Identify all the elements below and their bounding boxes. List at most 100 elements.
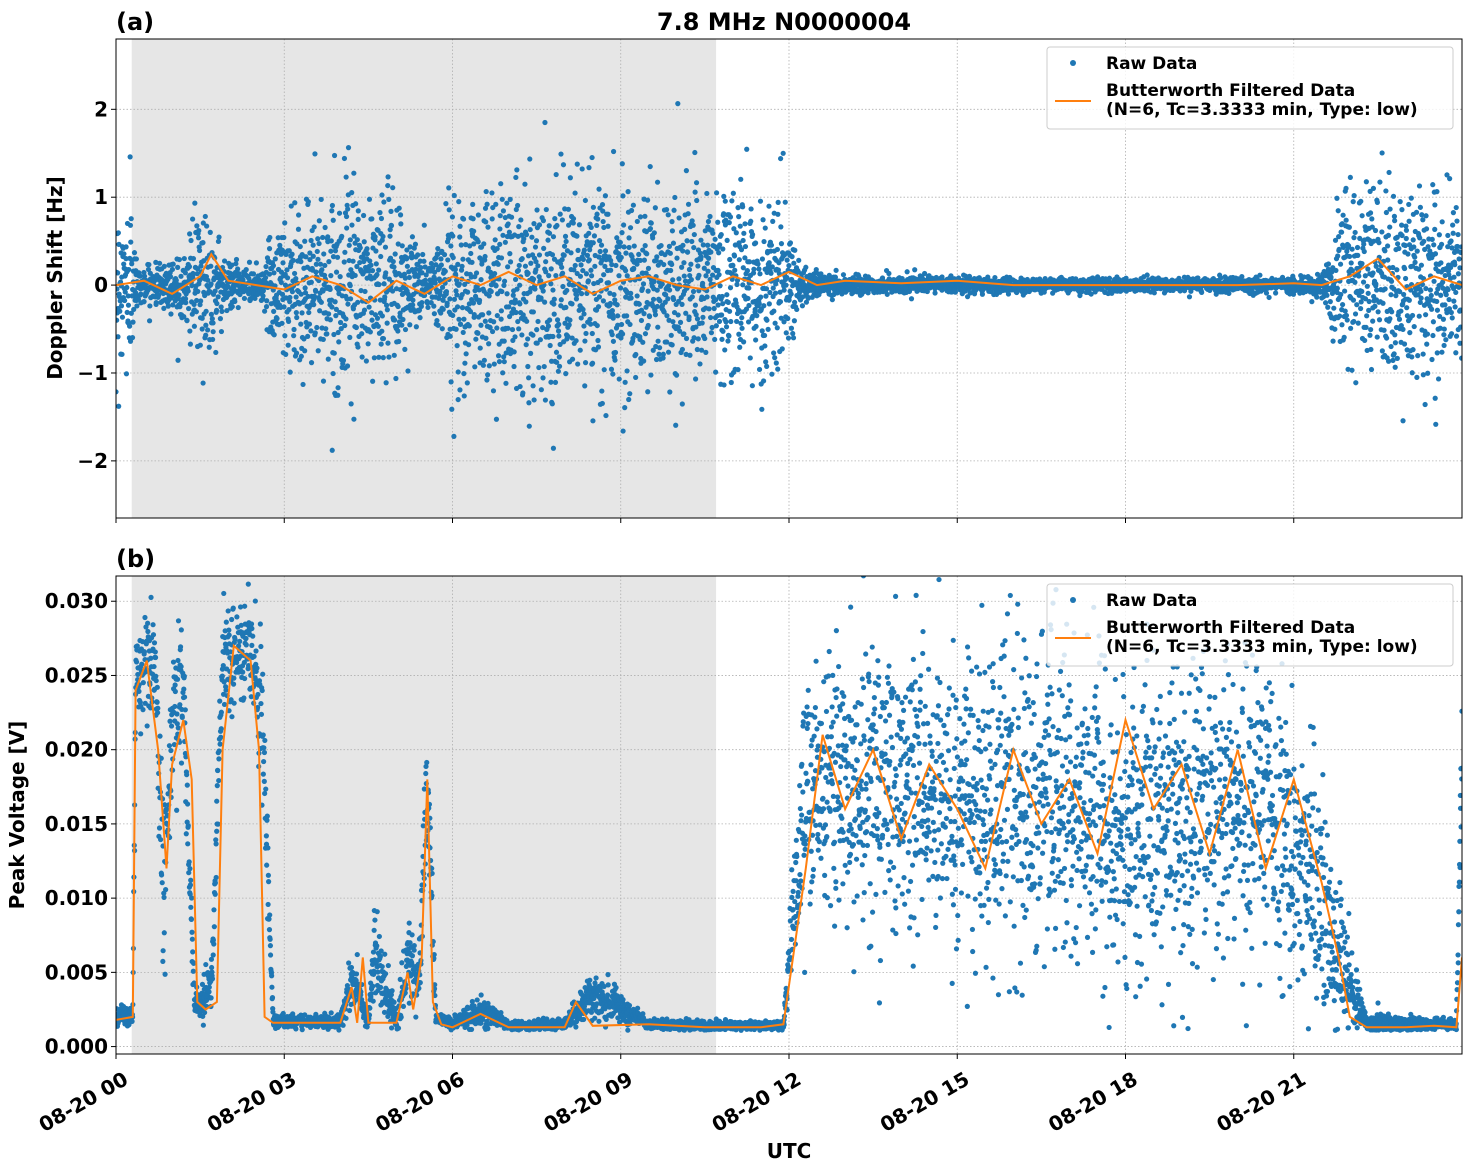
raw-data-point bbox=[637, 257, 643, 264]
raw-data-point bbox=[396, 205, 402, 211]
raw-data-point bbox=[683, 335, 690, 342]
raw-data-point bbox=[1331, 305, 1337, 311]
raw-data-point bbox=[181, 313, 187, 320]
raw-data-point bbox=[527, 226, 533, 233]
raw-data-point bbox=[346, 242, 352, 248]
raw-data-point bbox=[355, 208, 361, 214]
raw-data-point bbox=[813, 266, 819, 273]
raw-data-point bbox=[501, 338, 507, 344]
raw-data-point bbox=[281, 234, 287, 241]
raw-data-point bbox=[904, 269, 910, 275]
raw-data-point bbox=[422, 277, 428, 283]
raw-data-point bbox=[605, 211, 611, 217]
raw-data-point bbox=[724, 237, 730, 243]
raw-data-point bbox=[327, 317, 333, 323]
raw-data-point bbox=[643, 304, 649, 310]
raw-data-point bbox=[507, 313, 513, 320]
raw-data-point bbox=[791, 299, 798, 305]
raw-data-point bbox=[1123, 275, 1129, 281]
raw-data-point bbox=[407, 244, 413, 250]
raw-data-point bbox=[314, 248, 320, 255]
raw-data-point bbox=[1329, 269, 1335, 275]
raw-data-point bbox=[232, 298, 238, 305]
raw-data-point bbox=[522, 181, 528, 187]
raw-data-point bbox=[640, 281, 647, 287]
raw-data-point bbox=[507, 251, 513, 257]
raw-data-point bbox=[385, 182, 391, 189]
raw-data-point bbox=[482, 253, 488, 260]
raw-data-point bbox=[1349, 246, 1355, 252]
raw-data-point bbox=[661, 309, 667, 315]
raw-data-point bbox=[1354, 244, 1361, 251]
raw-data-point bbox=[1379, 150, 1385, 156]
raw-data-point bbox=[1358, 305, 1364, 312]
raw-data-point bbox=[122, 297, 128, 304]
raw-data-point bbox=[484, 201, 490, 207]
raw-data-point bbox=[675, 312, 681, 318]
raw-data-point bbox=[320, 288, 326, 294]
raw-data-point bbox=[686, 314, 692, 320]
raw-data-point bbox=[395, 328, 401, 334]
raw-data-point bbox=[458, 267, 465, 273]
raw-data-point bbox=[116, 389, 119, 395]
raw-data-point bbox=[525, 253, 532, 259]
raw-data-point bbox=[599, 201, 606, 208]
raw-data-point bbox=[347, 296, 354, 302]
raw-data-point bbox=[123, 371, 130, 377]
raw-data-point bbox=[1367, 188, 1373, 194]
raw-data-point bbox=[766, 203, 772, 209]
raw-data-point bbox=[669, 261, 675, 268]
raw-data-point bbox=[661, 261, 667, 268]
raw-data-point bbox=[312, 151, 318, 157]
raw-data-point bbox=[363, 358, 369, 364]
raw-data-point bbox=[782, 199, 788, 205]
raw-data-point bbox=[438, 310, 444, 316]
raw-data-point bbox=[267, 234, 273, 241]
raw-data-point bbox=[762, 225, 768, 231]
raw-data-point bbox=[384, 307, 390, 313]
raw-data-point bbox=[551, 296, 557, 302]
raw-data-point bbox=[128, 216, 134, 222]
raw-data-point bbox=[590, 204, 596, 210]
raw-data-point bbox=[586, 257, 592, 263]
raw-data-point bbox=[574, 161, 580, 167]
raw-data-point bbox=[552, 379, 559, 386]
raw-data-point bbox=[559, 270, 566, 276]
raw-data-point bbox=[790, 330, 796, 337]
figure-title: 7.8 MHz N0000004 bbox=[657, 8, 911, 36]
raw-data-point bbox=[1371, 238, 1377, 244]
raw-data-point bbox=[706, 306, 712, 312]
raw-data-point bbox=[738, 320, 744, 326]
raw-data-point bbox=[1367, 332, 1373, 338]
raw-data-point bbox=[483, 335, 489, 341]
raw-data-point bbox=[599, 400, 605, 407]
raw-data-point bbox=[717, 242, 723, 248]
raw-data-point bbox=[557, 211, 563, 217]
raw-data-point bbox=[262, 308, 268, 314]
raw-data-point bbox=[676, 276, 682, 282]
raw-data-point bbox=[1341, 334, 1347, 340]
raw-data-point bbox=[381, 199, 387, 205]
raw-data-point bbox=[141, 299, 147, 305]
raw-data-point bbox=[771, 350, 777, 356]
raw-data-point bbox=[302, 285, 308, 291]
raw-data-point bbox=[497, 226, 503, 232]
raw-data-point bbox=[1359, 213, 1365, 219]
raw-data-point bbox=[1332, 237, 1339, 243]
raw-data-point bbox=[690, 222, 696, 228]
raw-data-point bbox=[562, 320, 568, 326]
raw-data-point bbox=[792, 247, 798, 253]
raw-data-point bbox=[1370, 270, 1376, 276]
raw-data-point bbox=[1339, 229, 1345, 235]
raw-data-point bbox=[780, 150, 786, 156]
raw-data-point bbox=[331, 350, 337, 356]
raw-data-point bbox=[1339, 322, 1345, 328]
raw-data-point bbox=[487, 324, 493, 331]
raw-data-point bbox=[126, 266, 132, 273]
raw-data-point bbox=[437, 292, 443, 298]
raw-data-point bbox=[286, 306, 292, 313]
raw-data-point bbox=[463, 351, 469, 357]
raw-data-point bbox=[575, 361, 581, 367]
raw-data-point bbox=[210, 320, 216, 326]
raw-data-point bbox=[609, 261, 615, 268]
